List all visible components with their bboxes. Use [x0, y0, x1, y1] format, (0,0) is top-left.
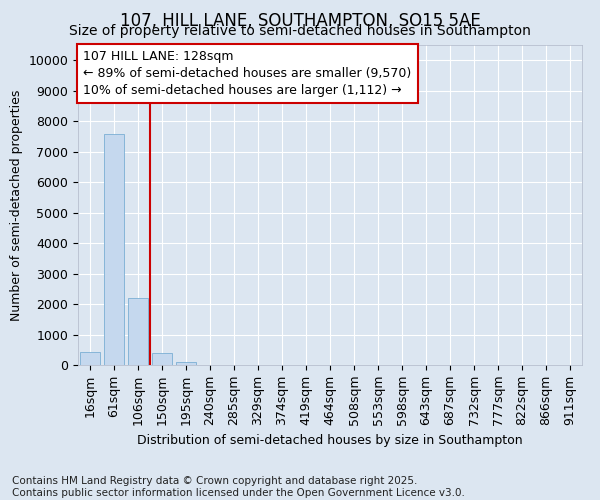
Bar: [104, 134, 124, 365]
Text: Contains HM Land Registry data © Crown copyright and database right 2025.
Contai: Contains HM Land Registry data © Crown c…: [12, 476, 465, 498]
Y-axis label: Number of semi-detached properties: Number of semi-detached properties: [10, 90, 23, 320]
Bar: [152, 354, 172, 365]
Bar: [128, 298, 148, 365]
Bar: [80, 352, 100, 365]
X-axis label: Distribution of semi-detached houses by size in Southampton: Distribution of semi-detached houses by …: [137, 434, 523, 446]
Bar: [176, 362, 196, 365]
Text: 107 HILL LANE: 128sqm
← 89% of semi-detached houses are smaller (9,570)
10% of s: 107 HILL LANE: 128sqm ← 89% of semi-deta…: [83, 50, 411, 97]
Text: 107, HILL LANE, SOUTHAMPTON, SO15 5AE: 107, HILL LANE, SOUTHAMPTON, SO15 5AE: [119, 12, 481, 30]
Text: Size of property relative to semi-detached houses in Southampton: Size of property relative to semi-detach…: [69, 24, 531, 38]
